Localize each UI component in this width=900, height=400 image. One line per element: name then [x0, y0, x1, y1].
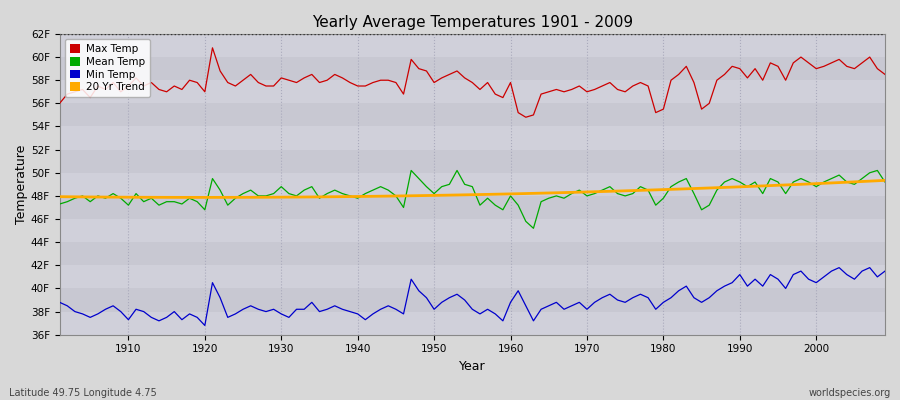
Bar [59, 173, 885, 196]
Y-axis label: Temperature: Temperature [15, 145, 28, 224]
Bar [59, 312, 885, 335]
Bar [59, 80, 885, 103]
Bar [59, 265, 885, 288]
Bar [59, 57, 885, 80]
X-axis label: Year: Year [459, 360, 486, 373]
Bar [59, 219, 885, 242]
Bar [59, 126, 885, 150]
Text: Latitude 49.75 Longitude 4.75: Latitude 49.75 Longitude 4.75 [9, 388, 157, 398]
Bar [59, 242, 885, 265]
Bar [59, 150, 885, 173]
Bar [59, 196, 885, 219]
Text: worldspecies.org: worldspecies.org [809, 388, 891, 398]
Bar [59, 103, 885, 126]
Bar [59, 288, 885, 312]
Legend: Max Temp, Mean Temp, Min Temp, 20 Yr Trend: Max Temp, Mean Temp, Min Temp, 20 Yr Tre… [65, 39, 150, 97]
Title: Yearly Average Temperatures 1901 - 2009: Yearly Average Temperatures 1901 - 2009 [311, 15, 633, 30]
Bar [59, 34, 885, 57]
